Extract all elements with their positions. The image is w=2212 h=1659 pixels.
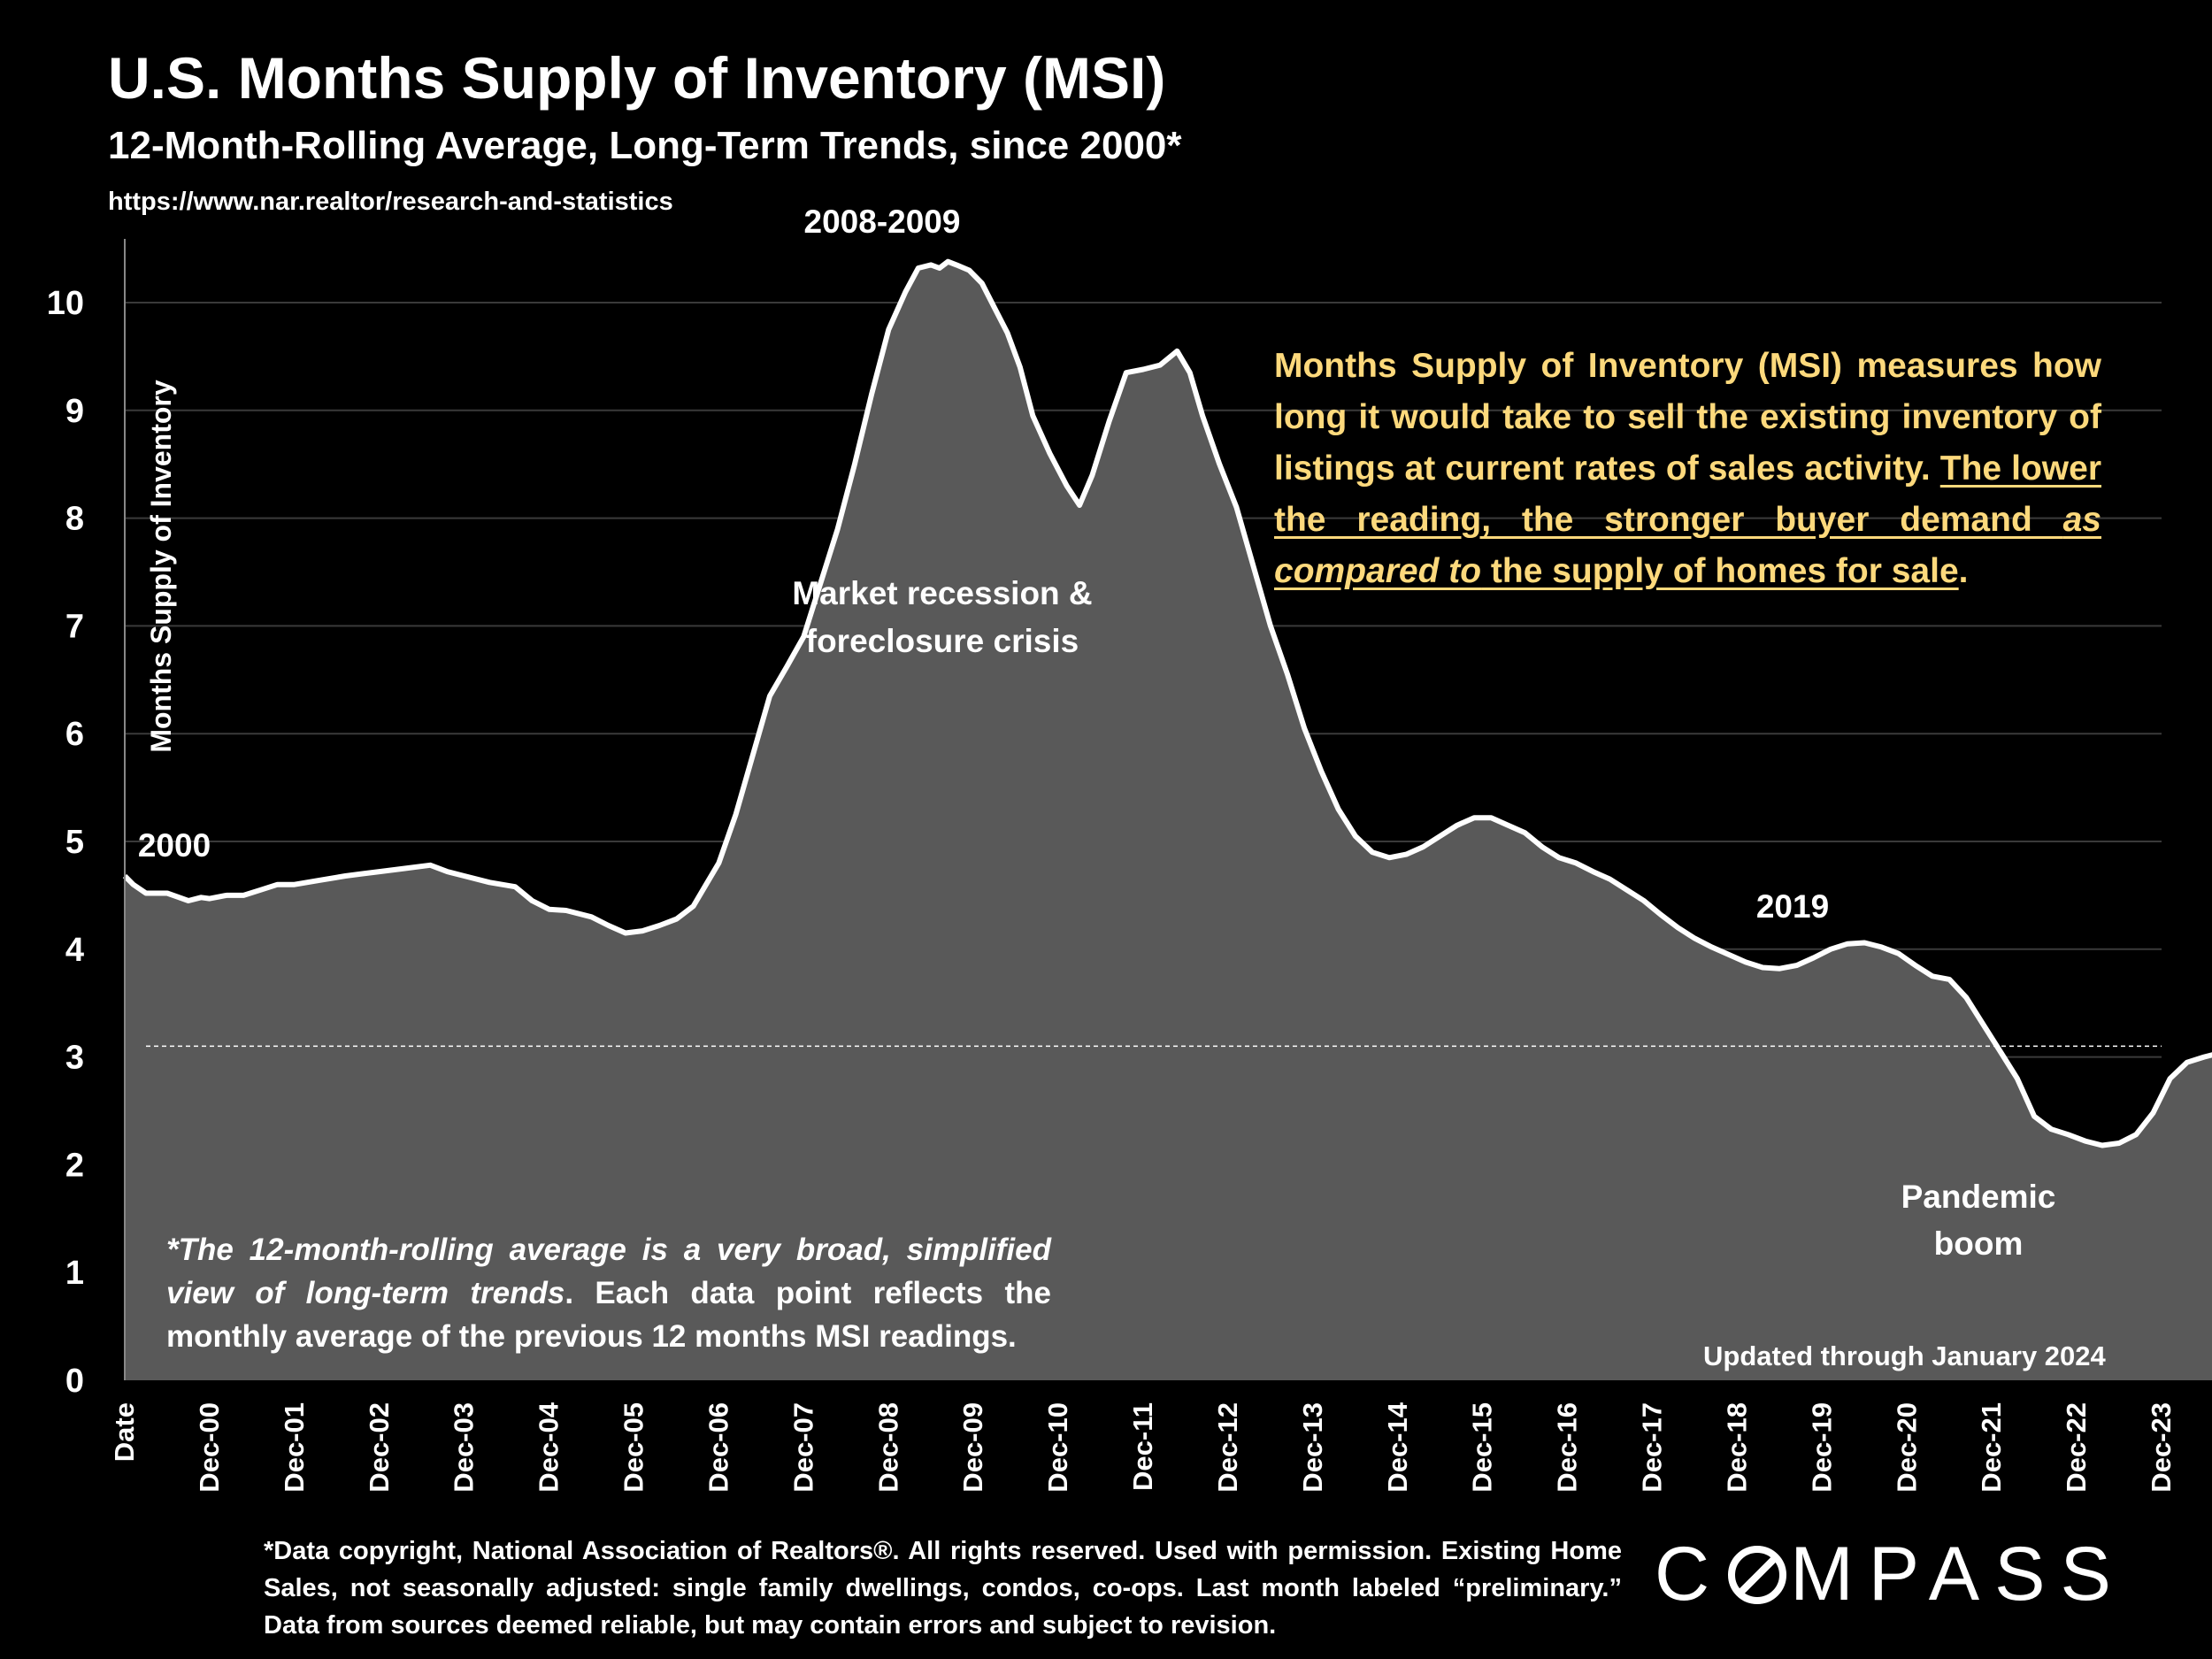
- data-footnote: *Data copyright, National Association of…: [264, 1537, 1622, 1640]
- x-tick-label: Dec-20: [1891, 1402, 1922, 1493]
- logo-o-icon: [1728, 1545, 1787, 1604]
- x-tick-label: Dec-23: [2146, 1402, 2177, 1493]
- x-tick-label: Dec-07: [787, 1402, 818, 1493]
- annotation-pandemic-line1: Pandemic: [1901, 1179, 2056, 1215]
- info-part3: as compared to: [1274, 501, 2101, 590]
- y-tick-label: 5: [65, 824, 84, 861]
- msi-series-line: [122, 258, 2212, 1148]
- y-tick-label: 2: [65, 1147, 84, 1184]
- msi-area-fill: [125, 261, 2212, 1380]
- y-tick-label: 8: [65, 501, 84, 538]
- x-tick-label: Dec-03: [449, 1402, 480, 1493]
- annotation-2000: 2000: [138, 827, 211, 864]
- info-part4: the supply of homes for sale: [1481, 552, 1959, 590]
- x-tick-label: Dec-13: [1297, 1402, 1328, 1493]
- compass-logo: C MPASS: [1655, 1531, 2126, 1618]
- x-tick-label: Dec-02: [364, 1402, 395, 1493]
- info-part5: .: [1958, 552, 1969, 590]
- y-tick-label: 4: [65, 932, 84, 969]
- x-tick-label: Dec-09: [957, 1402, 988, 1493]
- annotation-recession-line1: Market recession &: [792, 575, 1092, 611]
- annotation-2008-2009: 2008-2009: [804, 204, 961, 240]
- annotation-2019: 2019: [1756, 888, 1829, 925]
- x-tick-label: Dec-06: [703, 1402, 733, 1493]
- x-tick-label: Date: [109, 1402, 140, 1462]
- x-tick-label: Dec-22: [2061, 1402, 2092, 1493]
- x-tick-label: Dec-05: [618, 1402, 649, 1493]
- msi-explanation: Months Supply of Inventory (MSI) measure…: [1274, 341, 2101, 597]
- logo-text-start: C: [1655, 1532, 1725, 1617]
- info-emphasis: The lower the reading, the stronger buye…: [1274, 449, 2101, 590]
- y-tick-label: 7: [65, 608, 84, 645]
- x-tick-label: Dec-15: [1467, 1402, 1498, 1493]
- source-url[interactable]: https://www.nar.realtor/research-and-sta…: [108, 188, 673, 216]
- chart-title: U.S. Months Supply of Inventory (MSI): [108, 45, 1166, 111]
- x-tick-label: Dec-10: [1042, 1402, 1073, 1493]
- updated-label: Updated through January 2024: [1703, 1340, 2106, 1371]
- y-tick-label: 0: [65, 1363, 84, 1400]
- x-tick-label: Dec-01: [279, 1402, 310, 1493]
- info-part1: Months Supply of Inventory (MSI) measure…: [1274, 347, 2101, 488]
- y-tick-label: 3: [65, 1040, 84, 1077]
- note-rest: . Each data point reflects the monthly a…: [166, 1276, 1052, 1354]
- x-tick-label: Dec-21: [1976, 1402, 2007, 1493]
- x-tick-label: Dec-19: [1806, 1402, 1837, 1493]
- x-tick-label: Dec-11: [1127, 1402, 1158, 1491]
- annotation-recession-line2: foreclosure crisis: [806, 623, 1079, 659]
- x-tick-label: Dec-00: [194, 1402, 225, 1493]
- y-axis-label: Months Supply of Inventory: [145, 380, 177, 753]
- x-tick-label: Dec-16: [1552, 1402, 1583, 1493]
- axes: 0 1 2 3 4 5 6 7 8 9 10 Date Dec-00 Dec-01 Dec-02 Dec-03…: [47, 239, 2177, 1493]
- x-tick-label: Dec-14: [1382, 1402, 1413, 1492]
- note-italic: *The 12-month-rolling average is a very …: [166, 1233, 1051, 1310]
- rolling-average-note: *The 12-month-rolling average is a very …: [166, 1228, 1051, 1358]
- x-tick-label: Dec-17: [1637, 1402, 1668, 1493]
- chart-subtitle: 12-Month-Rolling Average, Long-Term Tren…: [108, 124, 1182, 167]
- area-layer: [122, 258, 2212, 1380]
- y-tick-label: 9: [65, 393, 84, 430]
- x-tick-label: Dec-18: [1721, 1402, 1752, 1493]
- x-tick-label: Dec-12: [1212, 1402, 1243, 1493]
- logo-text-end: MPASS: [1790, 1532, 2126, 1617]
- y-tick-label: 10: [47, 285, 84, 322]
- y-tick-label: 1: [65, 1255, 84, 1292]
- annotations: 2000 2008-2009 Market recession & foreclosu…: [138, 204, 2056, 1262]
- y-tick-label: 6: [65, 716, 84, 753]
- info-part2: The lower the reading, the stronger buye…: [1274, 449, 2101, 539]
- annotation-pandemic-line2: boom: [1934, 1225, 2024, 1262]
- x-tick-label: Dec-08: [872, 1402, 903, 1493]
- x-tick-label: Dec-04: [534, 1402, 565, 1492]
